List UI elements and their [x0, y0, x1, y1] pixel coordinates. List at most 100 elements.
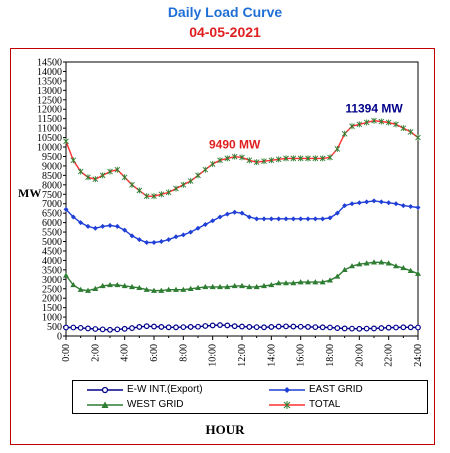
data-point-west-grid: [114, 281, 121, 288]
data-point-total: [173, 185, 179, 192]
data-point-east-grid: [320, 216, 326, 222]
data-point-e-w-int-export: [297, 323, 304, 330]
data-point-total: [253, 159, 260, 166]
data-point-east-grid: [100, 223, 106, 229]
data-point-east-grid: [217, 214, 223, 220]
data-point-west-grid: [378, 259, 385, 265]
data-point-west-grid: [143, 286, 150, 292]
data-point-west-grid: [92, 285, 99, 291]
y-tick-label: 13500: [37, 76, 62, 87]
data-point-total: [319, 155, 326, 162]
legend-item-west-grid: WEST GRID: [87, 399, 183, 410]
data-point-east-grid: [386, 200, 392, 206]
y-tick-label: 11500: [37, 114, 62, 125]
x-tick-label: 16:00: [296, 344, 307, 367]
x-tick-label: 2:00: [90, 344, 101, 362]
data-point-total: [312, 155, 319, 162]
data-point-e-w-int-export: [187, 324, 194, 330]
data-point-e-w-int-export: [305, 324, 311, 330]
data-point-total: [378, 118, 385, 125]
y-tick-label: 3000: [42, 275, 62, 286]
legend-item-east-grid: EAST GRID: [269, 384, 363, 395]
y-tick-label: 7500: [42, 190, 62, 201]
y-tick-label: 6500: [42, 209, 62, 220]
data-point-east-grid: [85, 223, 91, 229]
data-point-total: [217, 157, 223, 164]
y-tick-label: 9500: [42, 152, 62, 163]
data-point-west-grid: [151, 287, 157, 293]
data-point-e-w-int-export: [415, 324, 421, 331]
y-tick-label: 14000: [37, 67, 62, 78]
y-tick-label: 1000: [42, 313, 62, 324]
data-point-e-w-int-export: [341, 325, 348, 332]
data-point-total: [151, 193, 157, 200]
data-point-e-w-int-export: [312, 324, 319, 331]
data-point-east-grid: [261, 216, 267, 222]
data-point-west-grid: [319, 279, 326, 285]
data-point-total: [165, 189, 172, 196]
y-tick-label: 12500: [37, 95, 62, 106]
chart-frame: [10, 48, 435, 445]
data-point-e-w-int-export: [85, 325, 91, 332]
data-point-west-grid: [99, 282, 106, 289]
data-point-west-grid: [63, 272, 69, 278]
data-point-e-w-int-export: [224, 322, 231, 329]
data-point-east-grid: [107, 222, 113, 228]
data-point-east-grid: [305, 216, 311, 222]
data-point-east-grid: [342, 203, 348, 209]
data-point-e-w-int-export: [349, 325, 355, 332]
data-point-e-w-int-export: [92, 326, 99, 332]
data-point-total: [239, 154, 245, 161]
data-point-east-grid: [371, 198, 377, 204]
data-point-east-grid: [92, 225, 98, 231]
data-point-west-grid: [231, 282, 238, 289]
data-point-total: [85, 174, 91, 181]
y-tick-label: 1500: [42, 303, 62, 314]
data-point-west-grid: [349, 263, 355, 269]
data-point-west-grid: [77, 286, 84, 292]
data-point-e-w-int-export: [319, 324, 326, 331]
data-point-east-grid: [78, 220, 84, 226]
y-tick-label: 500: [47, 322, 62, 333]
data-point-west-grid: [415, 270, 421, 276]
y-tick-label: 8500: [42, 171, 62, 182]
x-tick-label: 22:00: [384, 344, 395, 367]
data-point-total: [305, 155, 311, 162]
data-point-west-grid: [129, 283, 135, 290]
data-point-east-grid: [334, 210, 340, 216]
data-point-e-w-int-export: [129, 325, 135, 331]
y-tick-label: 4000: [42, 256, 62, 267]
data-point-east-grid: [173, 234, 179, 240]
data-point-total: [371, 117, 377, 124]
x-axis-label: HOUR: [205, 422, 245, 437]
data-point-west-grid: [275, 280, 282, 286]
data-point-west-grid: [70, 281, 77, 288]
data-point-total: [363, 119, 370, 126]
data-point-e-w-int-export: [231, 323, 238, 330]
data-point-west-grid: [107, 281, 113, 288]
legend-label-east-grid: EAST GRID: [309, 384, 363, 395]
data-point-west-grid: [239, 282, 245, 289]
data-point-total: [136, 187, 143, 194]
data-point-total: [283, 155, 289, 162]
data-point-e-w-int-export: [99, 326, 106, 333]
data-point-total: [202, 166, 209, 173]
data-point-east-grid: [114, 223, 120, 229]
data-point-west-grid: [283, 280, 289, 286]
data-point-e-w-int-export: [114, 326, 121, 333]
legend-label-total: TOTAL: [309, 399, 341, 410]
data-point-west-grid: [290, 280, 297, 286]
data-point-e-w-int-export: [363, 325, 370, 332]
legend-label-ew-int: E-W INT.(Export): [127, 384, 203, 395]
data-point-total: [187, 178, 194, 185]
x-tick-label: 4:00: [120, 344, 131, 362]
data-point-east-grid: [393, 201, 399, 207]
data-point-total: [231, 153, 238, 160]
legend-label-west-grid: WEST GRID: [127, 399, 184, 410]
data-point-east-grid: [349, 201, 355, 207]
data-point-west-grid: [305, 279, 311, 285]
data-point-east-grid: [408, 204, 414, 210]
data-point-total: [180, 181, 187, 188]
data-point-west-grid: [217, 283, 223, 290]
data-point-west-grid: [385, 260, 392, 266]
